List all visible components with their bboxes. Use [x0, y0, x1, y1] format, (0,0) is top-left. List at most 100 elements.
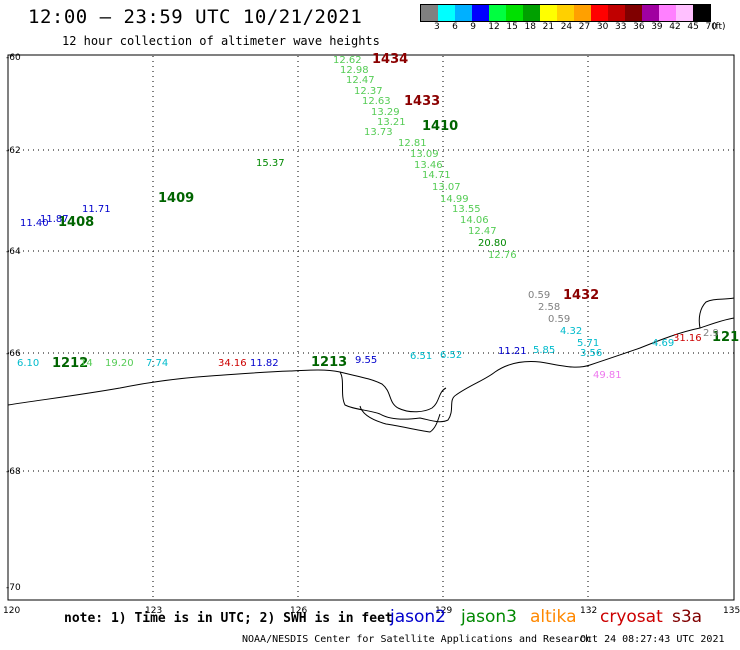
wave-height-label: 13.09 [410, 149, 439, 160]
legend-tick-label: 42 [669, 22, 681, 32]
y-axis-label: -66 [6, 349, 21, 359]
wave-height-label: 12.81 [398, 138, 427, 149]
y-axis-label: -60 [6, 53, 21, 63]
legend-swatch [676, 5, 693, 21]
pass-id-label: 1213 [311, 355, 347, 370]
wave-height-label: 5.71 [577, 338, 599, 349]
legend-tick-label: 15 [506, 22, 518, 32]
wave-height-label: 6.10 [17, 358, 39, 369]
wave-height-label: 12.63 [362, 96, 391, 107]
coastline-lower [359, 405, 441, 433]
x-axis-label: 123 [145, 606, 162, 616]
footer-timestamp: Oct 24 08:27:43 UTC 2021 [580, 634, 725, 645]
pass-id-label: 1409 [158, 191, 194, 206]
pass-id-label: 1410 [422, 119, 458, 134]
wave-height-label: 14.71 [422, 170, 451, 181]
legend-swatch [438, 5, 455, 21]
legend-swatch [489, 5, 506, 21]
legend-tick-label: 21 [542, 22, 555, 32]
legend-swatch [540, 5, 557, 21]
legend-swatch [455, 5, 472, 21]
page-title: 12:00 – 23:59 UTC 10/21/2021 [28, 6, 363, 28]
map-frame [7, 54, 735, 601]
wave-height-label: 14.99 [440, 194, 469, 205]
wave-height-label: 13.46 [414, 160, 443, 171]
satellite-legend-item: jason3 [461, 607, 517, 627]
wave-height-label: 2.58 [538, 302, 560, 313]
legend-tick-label: 45 [687, 22, 699, 32]
legend-swatch [574, 5, 591, 21]
legend-tick-label: 24 [560, 22, 573, 32]
legend-tick-label: 33 [615, 22, 627, 32]
wave-height-label: 4.32 [560, 326, 582, 337]
legend-tick-label: 3 [434, 22, 440, 32]
wave-height-label: 11.40 [20, 218, 49, 229]
satellite-legend-item: s3a [672, 607, 703, 627]
page-subtitle: 12 hour collection of altimeter wave hei… [62, 34, 380, 48]
y-axis-label: -70 [6, 583, 21, 593]
wave-height-label: 19.20 [105, 358, 134, 369]
wave-height-label: 14.06 [460, 215, 489, 226]
color-legend-bar [420, 4, 711, 22]
wave-height-label: 12.76 [488, 250, 517, 261]
pass-id-label: 1408 [58, 215, 94, 230]
wave-height-label: 49.81 [593, 370, 622, 381]
wave-height-label: 12.47 [346, 75, 375, 86]
legend-tick-label: 6 [452, 22, 458, 32]
y-axis-label: -62 [6, 146, 21, 156]
x-axis-label: 135 [723, 606, 740, 616]
wave-height-label: 13.55 [452, 204, 481, 215]
wave-height-label: 12.37 [354, 86, 383, 97]
footer-note: note: 1) Time is in UTC; 2) SWH is in fe… [64, 611, 393, 626]
wave-height-label: 5.85 [533, 345, 555, 356]
legend-tick-label: 18 [524, 22, 536, 32]
legend-tick-label: 36 [633, 22, 645, 32]
y-axis-label: -64 [6, 247, 21, 257]
wave-height-label: 6.51 [410, 351, 432, 362]
legend-swatch [421, 5, 438, 21]
wave-height-label: 13.73 [364, 127, 393, 138]
legend-tick-label: 27 [578, 22, 591, 32]
satellite-legend-item: jason2 [390, 607, 446, 627]
pass-id-label: 1432 [563, 288, 599, 303]
wave-height-label: 0.59 [528, 290, 550, 301]
satellite-legend-item: altika [530, 607, 577, 627]
wave-height-label: 9.55 [355, 355, 377, 366]
pass-id-label: 1434 [372, 52, 408, 67]
legend-tick-label: 30 [596, 22, 609, 32]
wave-height-label: 12.98 [340, 65, 369, 76]
wave-height-label: 34.16 [218, 358, 247, 369]
pass-id-label: 1433 [404, 94, 440, 109]
y-axis-label: -68 [6, 467, 21, 477]
wave-height-label: 0.59 [548, 314, 570, 325]
wave-height-label: 13.07 [432, 182, 461, 193]
legend-swatch [625, 5, 642, 21]
wave-height-label: 11.82 [250, 358, 279, 369]
satellite-legend-item: cryosat [600, 607, 663, 627]
x-axis-label: 129 [435, 606, 452, 616]
coastline-peninsula [698, 297, 735, 329]
wave-height-label: 12.47 [468, 226, 497, 237]
wave-height-label: 13.29 [371, 107, 400, 118]
pass-id-label: 121 [712, 330, 739, 345]
wave-height-label: 13.21 [377, 117, 406, 128]
legend-tick-label: 9 [470, 22, 476, 32]
wave-height-label: 31.16 [673, 333, 702, 344]
legend-swatch [472, 5, 489, 21]
legend-swatch [591, 5, 608, 21]
legend-swatch [642, 5, 659, 21]
pass-id-label: 1212 [52, 356, 88, 371]
legend-swatch [608, 5, 625, 21]
wave-height-label: 12.62 [333, 55, 362, 66]
legend-swatch [506, 5, 523, 21]
wave-height-label: 11.21 [498, 346, 527, 357]
x-axis-label: 120 [3, 606, 20, 616]
legend-tick-label: 12 [488, 22, 500, 32]
x-axis-label: 132 [580, 606, 597, 616]
legend-swatch [693, 5, 710, 21]
legend-swatch [659, 5, 676, 21]
legend-tick-label: 70 [705, 22, 717, 32]
antarctic-coastline [7, 317, 735, 423]
wave-height-label: 6.52 [440, 350, 462, 361]
